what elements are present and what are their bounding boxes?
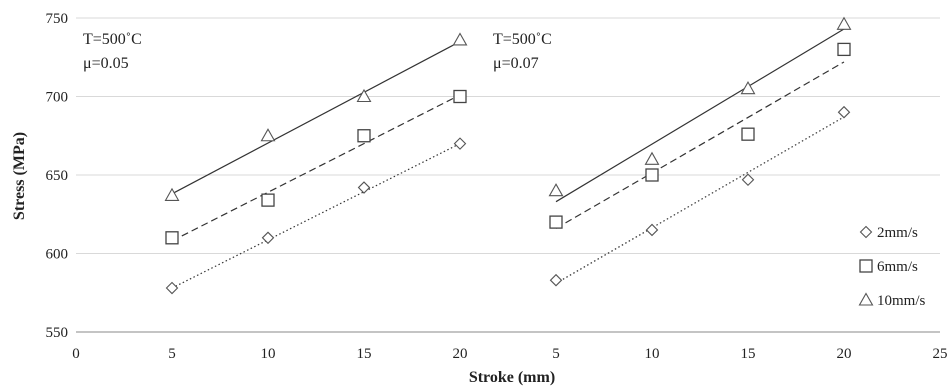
- fit-line-6mm/s: [171, 94, 461, 242]
- y-tick-label: 550: [46, 325, 69, 341]
- point-6mm/s: [741, 127, 755, 141]
- point-2mm/s: [165, 281, 179, 295]
- fit-line-2mm/s: [555, 116, 845, 284]
- point-2mm/s: [549, 273, 563, 287]
- x-tick-label: 20: [453, 346, 468, 362]
- y-tick-label: 700: [46, 90, 69, 106]
- point-10mm/s: [452, 32, 468, 46]
- legend-label: 10mm/s: [877, 293, 926, 309]
- panel-annotation: T=500˚C: [83, 31, 142, 48]
- point-2mm/s: [741, 173, 755, 186]
- panel-annotation: μ=0.07: [493, 55, 539, 72]
- y-tick-label: 750: [46, 11, 69, 27]
- legend-marker-6mm/s: [859, 259, 873, 273]
- point-10mm/s: [548, 183, 564, 197]
- fit-line-10mm/s: [171, 41, 461, 195]
- y-tick-label: 600: [46, 247, 69, 263]
- y-axis-title: Stress (MPa): [11, 132, 28, 220]
- x-tick-label: 10: [261, 346, 276, 362]
- point-6mm/s: [261, 193, 275, 207]
- legend: 2mm/s 6mm/s 10mm/s: [858, 225, 926, 309]
- y-tick-label: 650: [46, 168, 69, 184]
- x-tick-label: 20: [837, 346, 852, 362]
- x-tick-label: 5: [168, 346, 176, 362]
- x-tick-label: 0: [72, 346, 80, 362]
- data-markers: [164, 16, 852, 295]
- y-tick-labels: 550 600 650 700 750: [46, 11, 69, 341]
- point-10mm/s: [740, 81, 756, 95]
- point-6mm/s: [453, 89, 467, 104]
- fit-line-2mm/s: [171, 143, 461, 289]
- point-6mm/s: [357, 129, 371, 143]
- x-tick-label: 5: [552, 346, 560, 362]
- x-tick-label: 15: [741, 346, 756, 362]
- point-6mm/s: [837, 42, 851, 57]
- point-2mm/s: [645, 223, 659, 237]
- fit-line-10mm/s: [555, 28, 845, 203]
- point-10mm/s: [164, 187, 180, 201]
- point-2mm/s: [837, 105, 851, 119]
- x-tick-label: 10: [645, 346, 660, 362]
- panel-annotations: T=500˚C μ=0.05 T=500˚C μ=0.07: [83, 31, 552, 72]
- point-10mm/s: [644, 151, 660, 165]
- legend-marker-10mm/s: [858, 292, 874, 306]
- legend-marker-2mm/s: [859, 225, 873, 239]
- point-6mm/s: [165, 231, 179, 245]
- point-10mm/s: [836, 16, 852, 30]
- fit-line-6mm/s: [555, 61, 845, 229]
- x-tick-labels: 0 5 10 15 20 5 10 15 20 25: [72, 346, 947, 362]
- point-2mm/s: [453, 137, 467, 150]
- point-10mm/s: [356, 88, 372, 103]
- x-axis-title: Stroke (mm): [469, 369, 555, 386]
- point-10mm/s: [260, 128, 276, 142]
- point-2mm/s: [261, 231, 275, 245]
- point-6mm/s: [549, 215, 563, 229]
- legend-label: 2mm/s: [877, 225, 918, 241]
- point-6mm/s: [645, 168, 659, 182]
- panel-annotation: T=500˚C: [493, 31, 552, 48]
- fit-lines: [171, 28, 845, 289]
- legend-label: 6mm/s: [877, 259, 918, 275]
- panel-annotation: μ=0.05: [83, 55, 129, 72]
- x-tick-label: 15: [357, 346, 372, 362]
- x-tick-label: 25: [933, 346, 948, 362]
- point-2mm/s: [357, 181, 371, 194]
